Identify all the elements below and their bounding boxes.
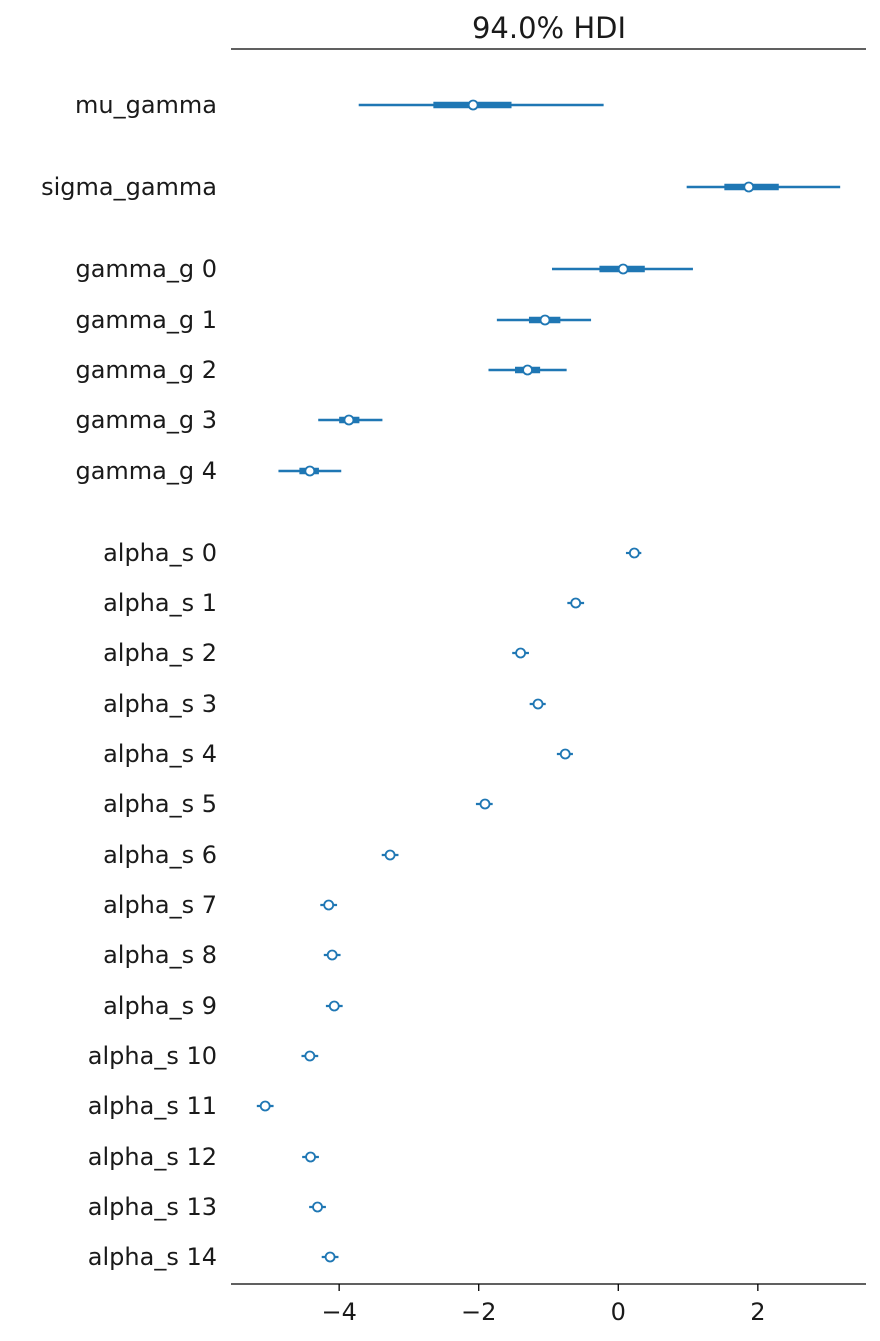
- row-10: alpha_s 3: [103, 690, 546, 718]
- row-15: alpha_s 8: [103, 941, 341, 969]
- row-6: gamma_g 4: [75, 457, 342, 485]
- row-label: alpha_s 6: [103, 841, 217, 869]
- row-9: alpha_s 2: [103, 639, 529, 667]
- row-2: gamma_g 0: [75, 255, 693, 283]
- mean-marker: [532, 698, 544, 710]
- mean-marker: [522, 364, 533, 376]
- mean-marker: [326, 949, 338, 961]
- row-label: mu_gamma: [75, 91, 217, 119]
- mean-marker: [515, 647, 526, 659]
- row-label: alpha_s 14: [88, 1243, 217, 1271]
- mean-marker: [304, 465, 316, 477]
- row-label: sigma_gamma: [41, 173, 217, 201]
- row-label: gamma_g 1: [75, 306, 217, 334]
- mean-marker: [467, 99, 479, 111]
- mean-marker: [539, 314, 551, 326]
- row-label: alpha_s 4: [103, 740, 217, 768]
- row-20: alpha_s 13: [88, 1193, 326, 1221]
- row-label: alpha_s 10: [88, 1042, 217, 1070]
- row-8: alpha_s 1: [103, 589, 585, 617]
- row-19: alpha_s 12: [88, 1143, 319, 1171]
- mean-marker: [743, 181, 755, 193]
- row-label: alpha_s 9: [103, 992, 217, 1020]
- mean-marker: [328, 1000, 340, 1012]
- row-label: alpha_s 0: [103, 539, 217, 567]
- row-label: alpha_s 7: [103, 891, 217, 919]
- row-label: alpha_s 11: [88, 1092, 217, 1120]
- row-label: alpha_s 12: [88, 1143, 217, 1171]
- row-14: alpha_s 7: [103, 891, 338, 919]
- row-18: alpha_s 11: [88, 1092, 274, 1120]
- x-ticks-layer: −4 −2 0 2: [321, 1284, 765, 1326]
- row-label: gamma_g 4: [75, 457, 217, 485]
- mean-marker: [324, 1251, 336, 1263]
- row-17: alpha_s 10: [88, 1042, 319, 1070]
- row-label: gamma_g 2: [75, 356, 217, 384]
- row-label: alpha_s 13: [88, 1193, 217, 1221]
- row-3: gamma_g 1: [75, 306, 592, 334]
- mean-marker: [570, 597, 582, 609]
- mean-marker: [479, 798, 491, 810]
- row-label: alpha_s 5: [103, 790, 217, 818]
- row-7: alpha_s 0: [103, 539, 642, 567]
- row-label: gamma_g 0: [75, 255, 217, 283]
- row-11: alpha_s 4: [103, 740, 573, 768]
- mean-marker: [343, 414, 355, 426]
- row-label: alpha_s 1: [103, 589, 217, 617]
- row-4: gamma_g 2: [75, 356, 567, 384]
- mean-marker: [323, 899, 335, 911]
- row-13: alpha_s 6: [103, 841, 399, 869]
- row-label: alpha_s 2: [103, 639, 217, 667]
- chart-title: 94.0% HDI: [472, 11, 626, 45]
- row-21: alpha_s 14: [88, 1243, 339, 1271]
- row-label: alpha_s 8: [103, 941, 217, 969]
- mean-marker: [305, 1151, 316, 1163]
- mean-marker: [304, 1050, 316, 1062]
- row-1: sigma_gamma: [41, 173, 841, 201]
- rows-layer: mu_gamma sigma_gamma gamma_g 0 gamma_g 1 gam…: [41, 91, 841, 1271]
- x-tick-label: −4: [321, 1298, 356, 1326]
- row-label: gamma_g 3: [75, 406, 217, 434]
- row-16: alpha_s 9: [103, 992, 343, 1020]
- mean-marker: [559, 748, 571, 760]
- mean-marker: [628, 547, 640, 559]
- row-5: gamma_g 3: [75, 406, 383, 434]
- mean-marker: [384, 849, 396, 861]
- mean-marker: [617, 263, 629, 275]
- row-label: alpha_s 3: [103, 690, 217, 718]
- row-0: mu_gamma: [75, 91, 604, 119]
- x-tick-label: 2: [750, 1298, 765, 1326]
- x-tick-label: 0: [611, 1298, 626, 1326]
- mean-marker: [259, 1100, 271, 1112]
- x-tick-label: −2: [461, 1298, 496, 1326]
- mean-marker: [312, 1201, 323, 1213]
- row-12: alpha_s 5: [103, 790, 493, 818]
